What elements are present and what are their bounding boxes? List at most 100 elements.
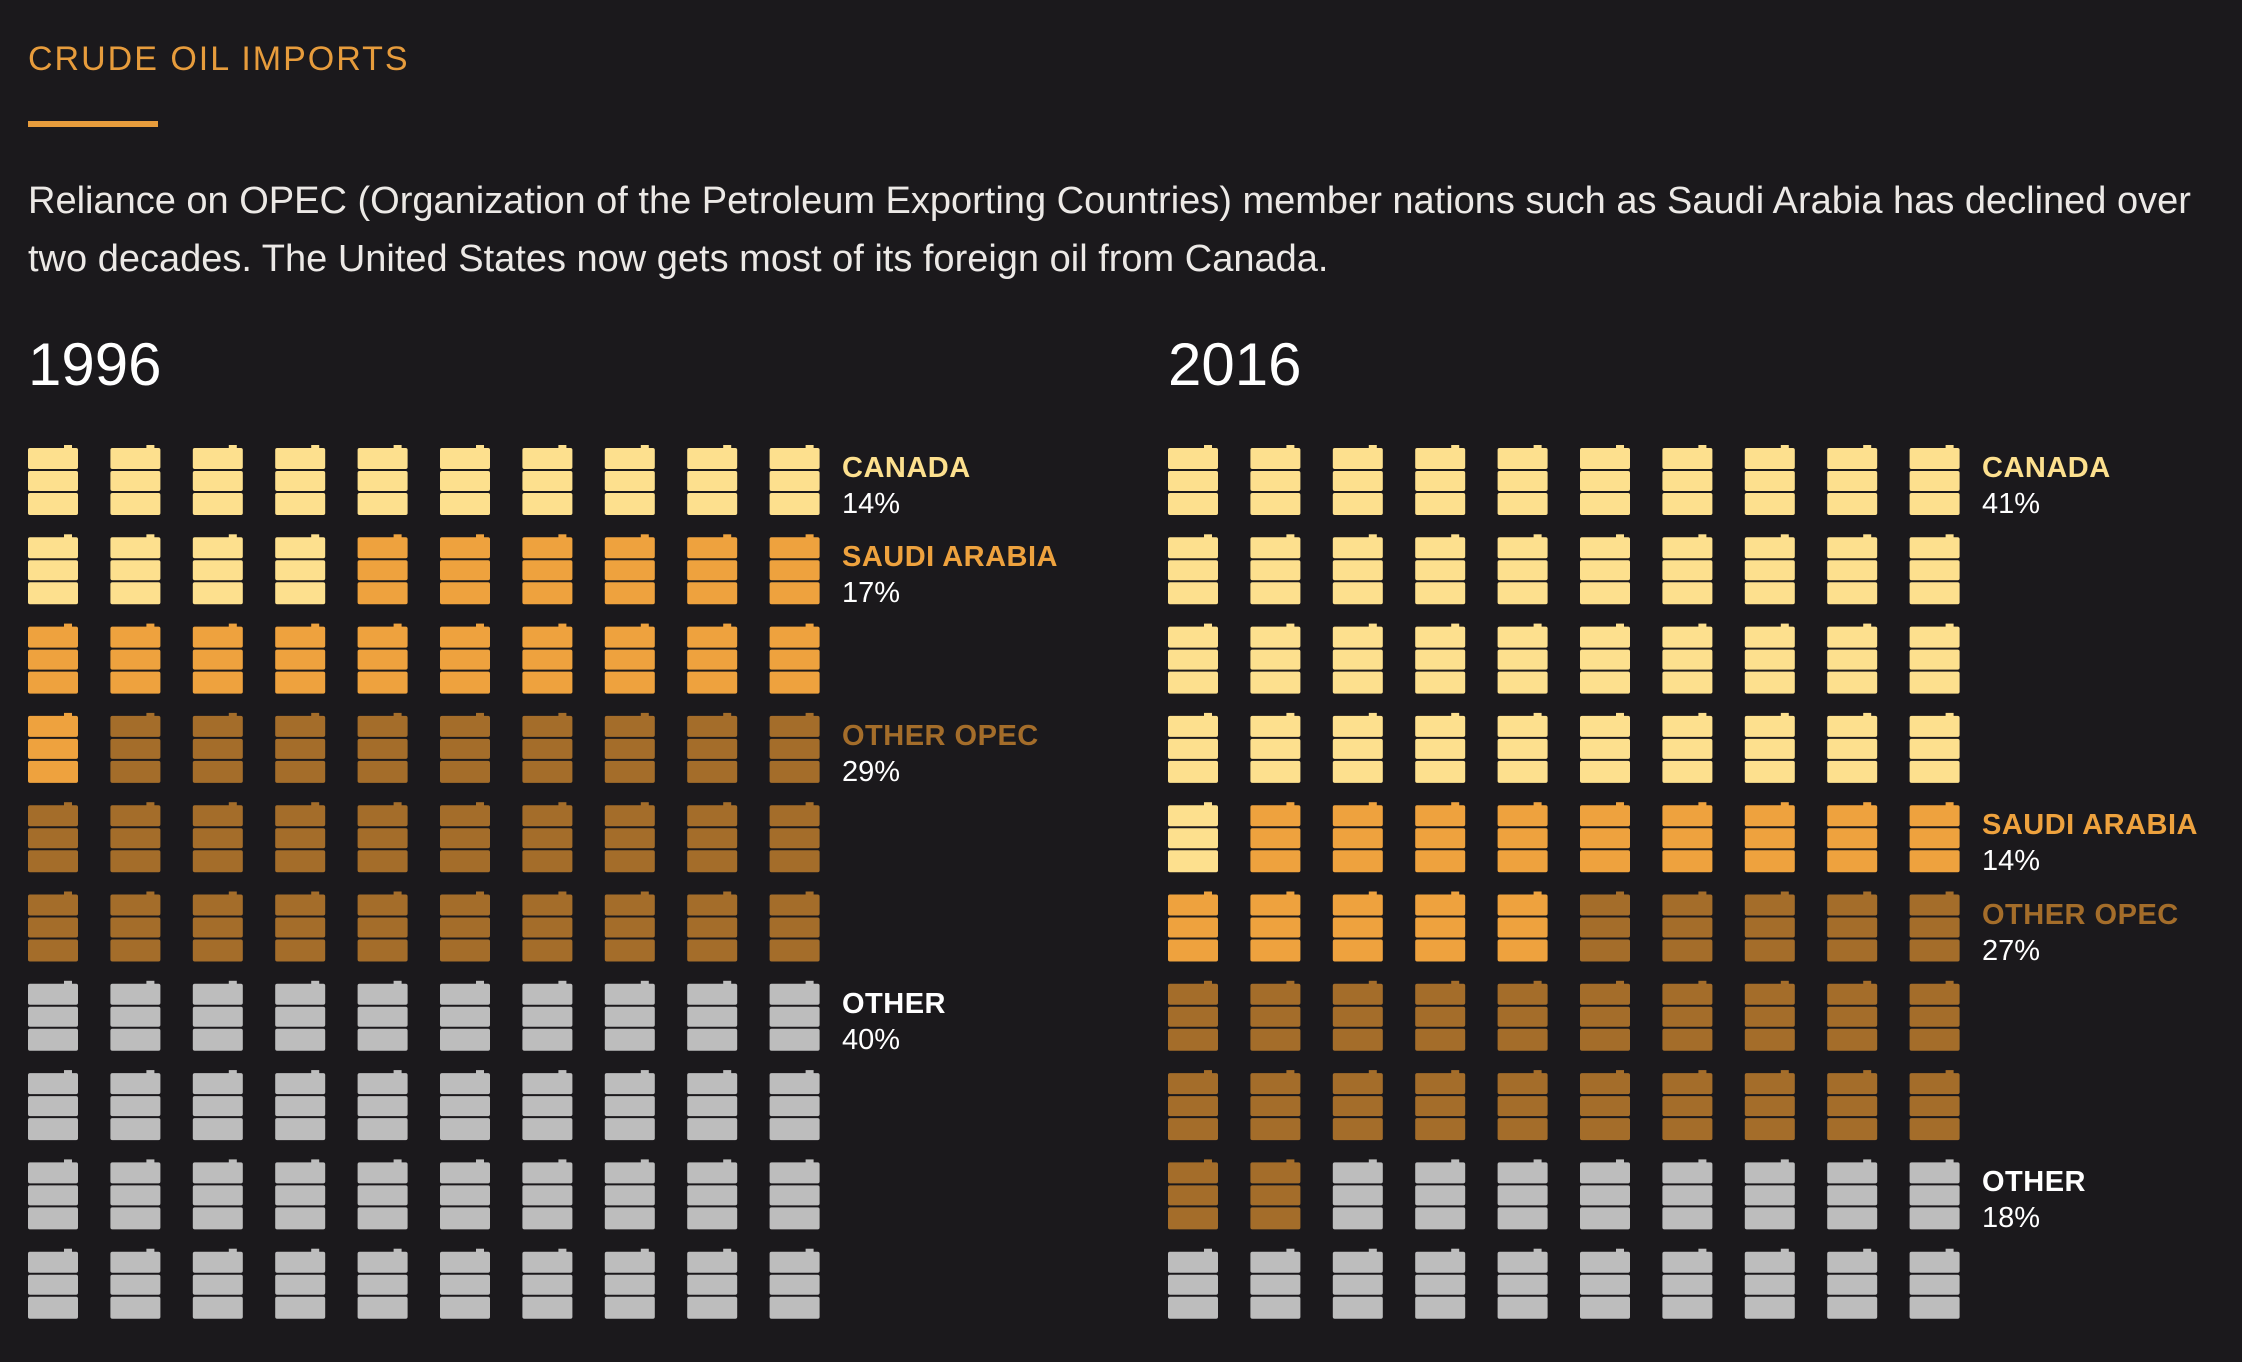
oil-barrel-icon bbox=[522, 891, 573, 962]
oil-barrel-icon bbox=[604, 712, 655, 783]
oil-barrel-icon bbox=[769, 445, 820, 515]
legend-label-saudi-arabia: SAUDI ARABIA 14% bbox=[1982, 807, 2198, 879]
oil-barrel-icon bbox=[769, 623, 820, 694]
oil-barrel-icon bbox=[357, 802, 408, 873]
oil-barrel-icon bbox=[357, 712, 408, 783]
oil-barrel-icon bbox=[1744, 445, 1795, 515]
legend-label-saudi-arabia: SAUDI ARABIA 17% bbox=[842, 539, 1058, 611]
oil-barrel-icon bbox=[1332, 802, 1383, 873]
oil-barrel-icon bbox=[1168, 802, 1218, 873]
oil-barrel-icon bbox=[1662, 623, 1713, 694]
oil-barrel-icon bbox=[1332, 445, 1383, 515]
oil-barrel-icon bbox=[275, 445, 326, 515]
oil-barrel-icon bbox=[275, 980, 326, 1051]
oil-barrel-icon bbox=[275, 1248, 326, 1319]
oil-barrel-icon bbox=[110, 445, 161, 515]
oil-barrel-icon bbox=[1497, 891, 1548, 962]
oil-barrel-icon bbox=[1168, 1159, 1218, 1230]
oil-barrel-icon bbox=[28, 980, 78, 1051]
barrel-grid bbox=[28, 445, 820, 1319]
oil-barrel-icon bbox=[604, 623, 655, 694]
oil-barrel-icon bbox=[440, 712, 490, 783]
oil-barrel-icon bbox=[1580, 712, 1630, 783]
oil-barrel-icon bbox=[28, 802, 78, 873]
oil-barrel-icon bbox=[1827, 445, 1878, 515]
oil-barrel-icon bbox=[1332, 534, 1383, 605]
legend-label-other-opec: OTHER OPEC 29% bbox=[842, 718, 1039, 790]
oil-barrel-icon bbox=[1497, 712, 1548, 783]
oil-barrel-icon bbox=[440, 891, 490, 962]
oil-barrel-icon bbox=[1662, 1070, 1713, 1141]
oil-barrel-icon bbox=[275, 712, 326, 783]
oil-barrel-icon bbox=[1497, 1248, 1548, 1319]
oil-barrel-icon bbox=[1415, 802, 1466, 873]
oil-barrel-icon bbox=[28, 1070, 78, 1141]
oil-barrel-icon bbox=[28, 712, 78, 783]
oil-barrel-icon bbox=[1497, 1159, 1548, 1230]
legend-label-other: OTHER 40% bbox=[842, 986, 946, 1058]
kicker: CRUDE OIL IMPORTS bbox=[28, 40, 410, 78]
oil-barrel-icon bbox=[522, 712, 573, 783]
legend-percent: 29% bbox=[842, 755, 901, 788]
legend-name: SAUDI ARABIA bbox=[842, 541, 1058, 574]
oil-barrel-icon bbox=[1415, 1070, 1466, 1141]
oil-barrel-icon bbox=[440, 1248, 490, 1319]
chart-title: 2016 bbox=[1168, 331, 1302, 398]
oil-barrel-icon bbox=[522, 445, 573, 515]
oil-barrel-icon bbox=[1662, 802, 1713, 873]
oil-barrel-icon bbox=[1497, 802, 1548, 873]
legend-percent: 41% bbox=[1982, 488, 2041, 520]
oil-barrel-icon bbox=[440, 802, 490, 873]
oil-barrel-icon bbox=[1909, 980, 1960, 1051]
oil-barrel-icon bbox=[1580, 1248, 1630, 1319]
oil-barrel-icon bbox=[357, 1070, 408, 1141]
oil-barrel-icon bbox=[1580, 1159, 1630, 1230]
oil-barrel-icon bbox=[769, 534, 820, 605]
oil-barrel-icon bbox=[1580, 980, 1630, 1051]
oil-barrel-icon bbox=[769, 980, 820, 1051]
oil-barrel-icon bbox=[1662, 1248, 1713, 1319]
oil-barrel-icon bbox=[1744, 980, 1795, 1051]
oil-barrel-icon bbox=[1332, 1070, 1383, 1141]
legend-name: SAUDI ARABIA bbox=[1982, 809, 2198, 842]
legend-label-canada: CANADA 41% bbox=[1982, 450, 2111, 522]
oil-barrel-icon bbox=[110, 712, 161, 783]
oil-barrel-icon bbox=[1497, 623, 1548, 694]
oil-barrel-icon bbox=[192, 1159, 243, 1230]
legend-percent: 14% bbox=[1982, 845, 2041, 878]
oil-barrel-icon bbox=[440, 1159, 490, 1230]
legend-name: OTHER OPEC bbox=[1982, 898, 2179, 931]
oil-barrel-icon bbox=[1744, 534, 1795, 605]
oil-barrel-icon bbox=[769, 1070, 820, 1141]
legend-name: CANADA bbox=[1982, 452, 2111, 484]
oil-barrel-icon bbox=[1744, 1159, 1795, 1230]
oil-barrel-icon bbox=[1909, 1070, 1960, 1141]
oil-barrel-icon bbox=[1415, 1248, 1466, 1319]
oil-barrel-icon bbox=[1827, 802, 1878, 873]
oil-barrel-icon bbox=[1662, 445, 1713, 515]
legend-name: OTHER bbox=[1982, 1166, 2086, 1199]
oil-barrel-icon bbox=[1332, 980, 1383, 1051]
oil-barrel-icon bbox=[1415, 712, 1466, 783]
oil-barrel-icon bbox=[1250, 1248, 1301, 1319]
waffle-chart-2016: 2016 CANADA 41% SAUDI ARABIA 14% OTHER O… bbox=[1168, 330, 2242, 1350]
oil-barrel-icon bbox=[1168, 445, 1218, 515]
oil-barrel-icon bbox=[192, 980, 243, 1051]
legend-label-other: OTHER 18% bbox=[1982, 1164, 2086, 1236]
legend-percent: 27% bbox=[1982, 934, 2041, 967]
oil-barrel-icon bbox=[604, 534, 655, 605]
oil-barrel-icon bbox=[604, 891, 655, 962]
oil-barrel-icon bbox=[687, 445, 738, 515]
oil-barrel-icon bbox=[275, 623, 326, 694]
oil-barrel-icon bbox=[192, 534, 243, 605]
oil-barrel-icon bbox=[1250, 712, 1301, 783]
oil-barrel-icon bbox=[440, 980, 490, 1051]
oil-barrel-icon bbox=[28, 623, 78, 694]
oil-barrel-icon bbox=[1332, 891, 1383, 962]
oil-barrel-icon bbox=[1662, 1159, 1713, 1230]
oil-barrel-icon bbox=[110, 802, 161, 873]
oil-barrel-icon bbox=[440, 534, 490, 605]
oil-barrel-icon bbox=[1827, 1070, 1878, 1141]
oil-barrel-icon bbox=[769, 712, 820, 783]
legend-percent: 40% bbox=[842, 1023, 901, 1056]
